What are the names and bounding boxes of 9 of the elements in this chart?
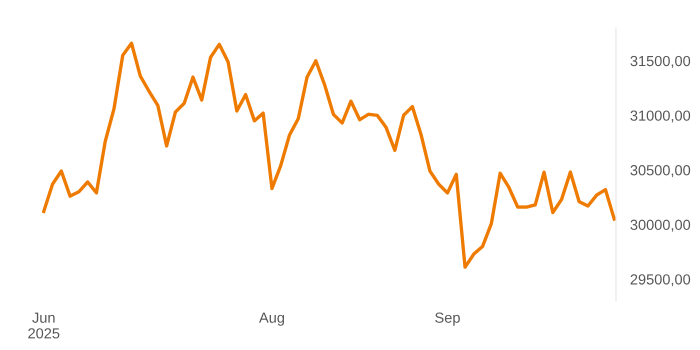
y-tick-label: 29500,00 (630, 274, 690, 286)
x-tick-label: Jun 2025 (28, 312, 60, 339)
y-tick-label: 31000,00 (630, 110, 690, 123)
line-series (42, 42, 616, 269)
y-tick-label: 31500,00 (630, 56, 690, 68)
x-tick-label: Aug (259, 312, 284, 326)
x-tick-label: Sep (435, 312, 460, 326)
y-tick-label: 30500,00 (630, 165, 690, 178)
y-tick-label: 30000,00 (630, 220, 690, 232)
